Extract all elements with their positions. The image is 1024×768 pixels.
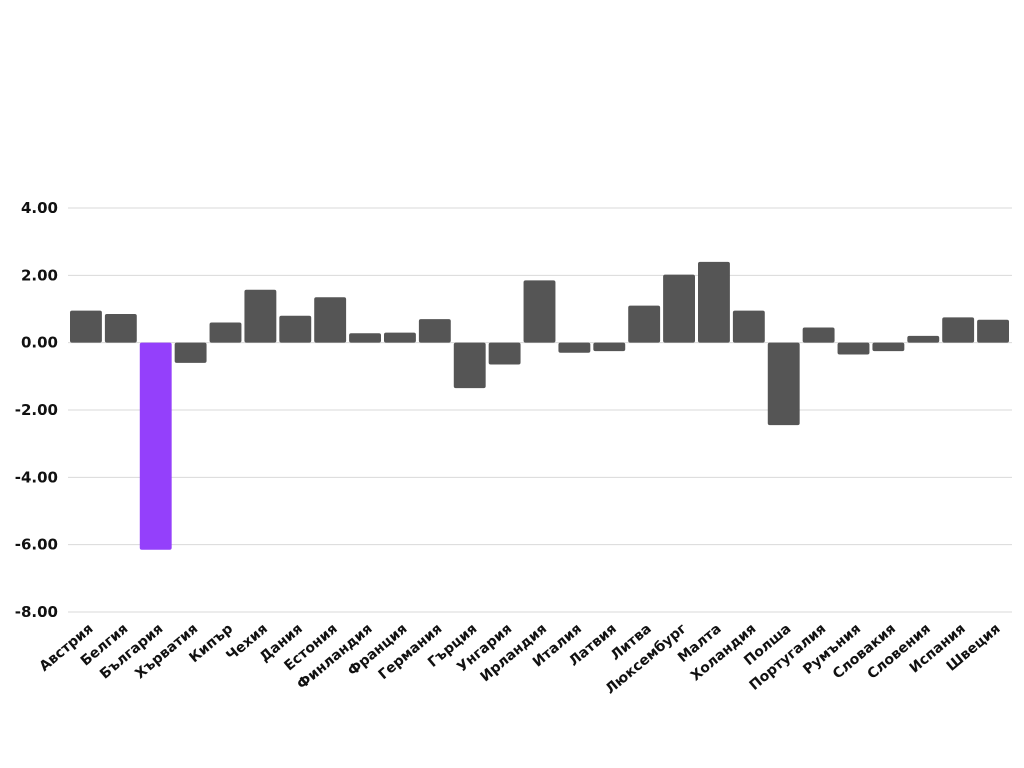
y-tick-label: -2.00 (15, 401, 58, 419)
bar-3 (139, 342, 172, 550)
bar-19 (698, 261, 730, 343)
bar-6 (244, 289, 277, 343)
bar-16 (593, 342, 626, 352)
y-tick-label: -4.00 (15, 468, 58, 486)
grid-lines (68, 207, 1012, 613)
bar-23 (837, 342, 870, 355)
bar-22 (802, 327, 835, 343)
bar-17 (628, 305, 661, 343)
bar-11 (418, 319, 451, 343)
bar-1 (70, 310, 102, 343)
bar-15 (558, 342, 591, 353)
bar-14 (523, 280, 556, 343)
bar-8 (314, 297, 347, 343)
bar-21 (767, 342, 800, 426)
bar-9 (349, 333, 381, 343)
y-tick-label: 4.00 (21, 199, 58, 217)
bar-13 (488, 342, 521, 365)
x-axis-category-labels: АвстрияБелгияБългарияХърватияКипърЧехияД… (36, 621, 1003, 698)
bar-7 (279, 315, 312, 343)
bar-2 (104, 314, 137, 343)
bar-5 (209, 322, 242, 343)
bar-4 (174, 342, 207, 363)
bar-12 (453, 342, 486, 389)
bar-26 (942, 317, 975, 343)
bar-18 (663, 274, 695, 343)
y-tick-label: 2.00 (21, 266, 58, 284)
y-tick-label: 0.00 (21, 334, 58, 352)
bar-25 (907, 335, 940, 343)
bar-24 (872, 342, 905, 352)
y-tick-label: -6.00 (15, 536, 58, 554)
bars (70, 261, 1009, 550)
y-axis-tick-labels: 4.00 2.00 0.00 -2.00 -4.00 -6.00 -8.00 (15, 199, 58, 621)
bar-20 (732, 310, 765, 343)
bar-10 (384, 332, 416, 343)
bar-27 (977, 319, 1009, 343)
y-tick-label: -8.00 (15, 603, 58, 621)
